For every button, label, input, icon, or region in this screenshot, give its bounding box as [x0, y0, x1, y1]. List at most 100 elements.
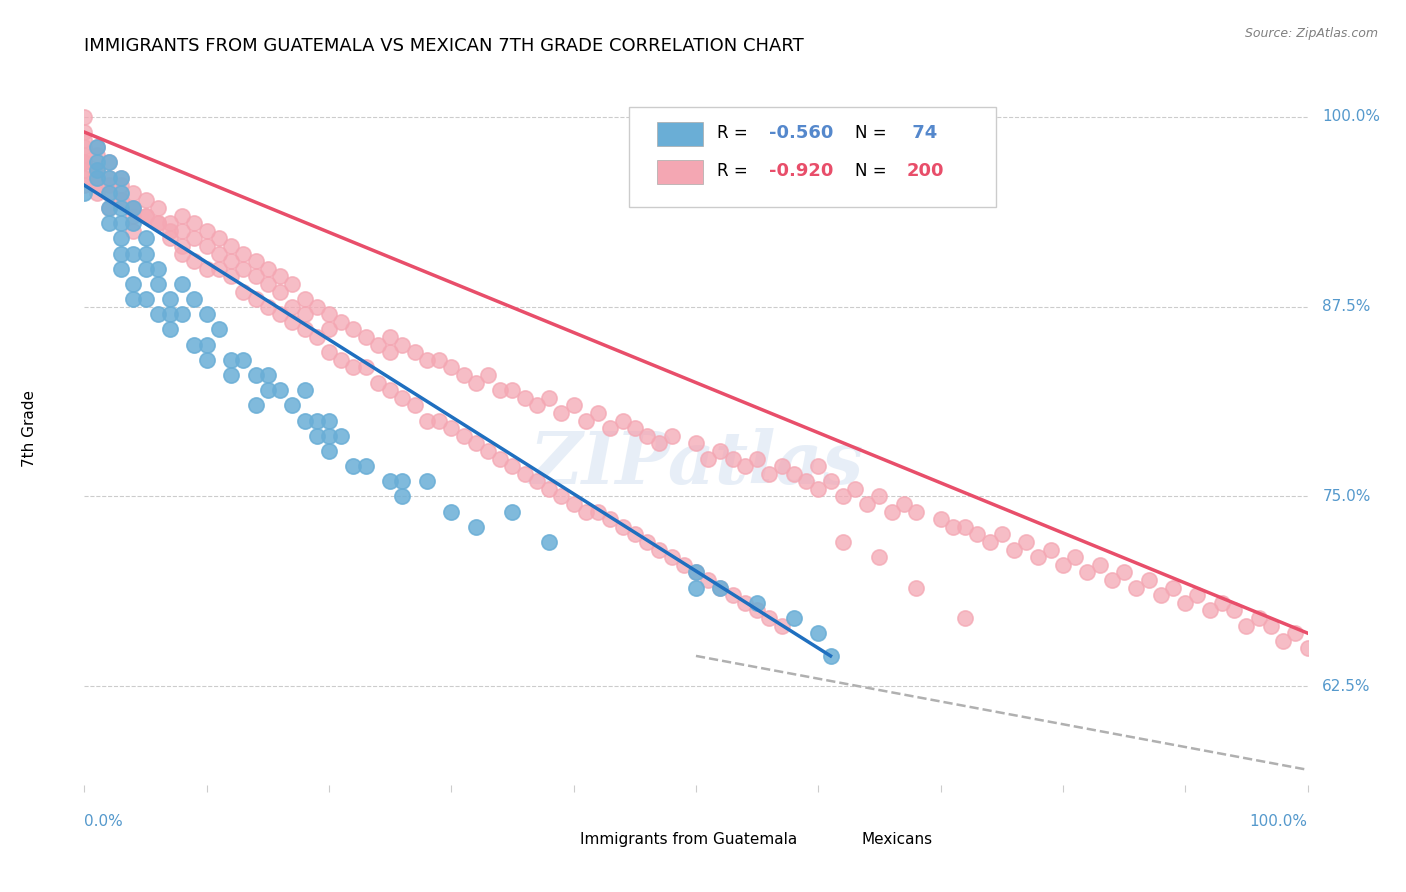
- Point: [1198, 603, 1220, 617]
- Text: R =: R =: [717, 125, 752, 143]
- Point: [342, 322, 364, 336]
- Point: [219, 269, 242, 284]
- Point: [172, 209, 194, 223]
- Point: [110, 194, 132, 208]
- Point: [172, 246, 194, 260]
- Point: [159, 322, 181, 336]
- Point: [575, 413, 598, 427]
- Point: [734, 459, 756, 474]
- Point: [232, 246, 254, 260]
- Point: [281, 300, 304, 314]
- Point: [929, 512, 952, 526]
- Point: [245, 254, 267, 268]
- Point: [477, 368, 499, 382]
- Point: [330, 315, 353, 329]
- Point: [538, 482, 561, 496]
- Text: N =: N =: [855, 162, 891, 180]
- Point: [86, 140, 108, 154]
- Point: [538, 535, 561, 549]
- Point: [342, 459, 364, 474]
- Point: [770, 618, 793, 632]
- Point: [685, 566, 707, 580]
- Point: [97, 186, 120, 200]
- Point: [502, 505, 524, 519]
- Point: [685, 566, 707, 580]
- Point: [526, 475, 548, 489]
- Point: [636, 429, 658, 443]
- Text: R =: R =: [717, 162, 752, 180]
- Point: [195, 261, 218, 276]
- Point: [869, 550, 891, 565]
- Point: [146, 277, 169, 291]
- Point: [97, 155, 120, 169]
- Point: [122, 216, 145, 230]
- Point: [135, 194, 157, 208]
- Text: Immigrants from Guatemala: Immigrants from Guatemala: [579, 831, 797, 847]
- Point: [513, 467, 536, 481]
- Text: Source: ZipAtlas.com: Source: ZipAtlas.com: [1244, 27, 1378, 40]
- Point: [110, 216, 132, 230]
- Point: [281, 315, 304, 329]
- Point: [135, 209, 157, 223]
- Point: [661, 429, 683, 443]
- Point: [73, 155, 96, 169]
- Point: [1039, 542, 1062, 557]
- Point: [342, 360, 364, 375]
- Point: [73, 148, 96, 162]
- Point: [110, 186, 132, 200]
- Point: [73, 125, 96, 139]
- Point: [1174, 596, 1197, 610]
- Point: [305, 429, 328, 443]
- Text: ZIPatlas: ZIPatlas: [529, 428, 863, 500]
- Point: [380, 330, 402, 344]
- Point: [159, 224, 181, 238]
- Point: [195, 239, 218, 253]
- Point: [86, 163, 108, 178]
- Point: [464, 436, 486, 450]
- Point: [110, 170, 132, 185]
- Point: [318, 413, 340, 427]
- Point: [1161, 581, 1184, 595]
- Point: [513, 391, 536, 405]
- Point: [195, 307, 218, 321]
- Point: [281, 398, 304, 412]
- Point: [135, 246, 157, 260]
- Point: [391, 475, 413, 489]
- Point: [820, 648, 842, 663]
- Point: [86, 163, 108, 178]
- Point: [1114, 566, 1136, 580]
- Point: [110, 201, 132, 215]
- Point: [783, 611, 806, 625]
- Point: [807, 459, 830, 474]
- Point: [489, 451, 512, 466]
- Point: [318, 345, 340, 359]
- Point: [208, 246, 231, 260]
- Text: 100.0%: 100.0%: [1322, 110, 1381, 124]
- Point: [599, 421, 621, 435]
- Point: [183, 292, 205, 306]
- Point: [86, 155, 108, 169]
- Point: [380, 383, 402, 397]
- Point: [831, 490, 853, 504]
- Point: [172, 277, 194, 291]
- Point: [612, 520, 634, 534]
- Point: [685, 581, 707, 595]
- Point: [624, 527, 647, 541]
- Text: N =: N =: [855, 125, 891, 143]
- Point: [110, 231, 132, 245]
- Point: [97, 201, 120, 215]
- Point: [380, 345, 402, 359]
- Point: [354, 330, 377, 344]
- Point: [1211, 596, 1233, 610]
- Point: [257, 368, 280, 382]
- Point: [758, 467, 780, 481]
- Point: [305, 413, 328, 427]
- Point: [86, 148, 108, 162]
- Point: [73, 178, 96, 193]
- Point: [354, 360, 377, 375]
- Point: [219, 368, 242, 382]
- Point: [86, 186, 108, 200]
- Point: [1076, 566, 1098, 580]
- Point: [709, 581, 731, 595]
- Point: [807, 482, 830, 496]
